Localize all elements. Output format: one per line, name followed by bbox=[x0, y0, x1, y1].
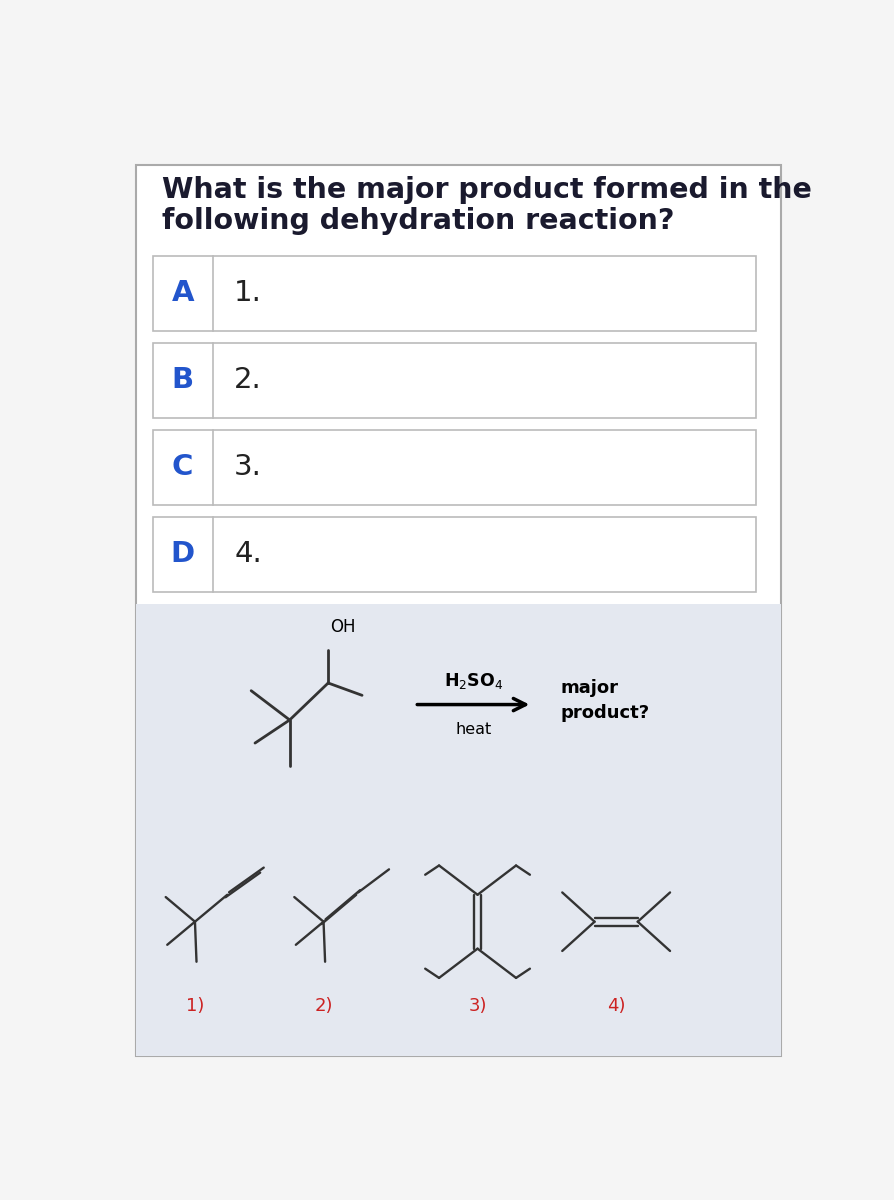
Bar bbox=[153, 517, 755, 592]
Text: D: D bbox=[171, 540, 195, 569]
Bar bbox=[153, 256, 755, 331]
Text: 3.: 3. bbox=[234, 454, 262, 481]
Text: 2): 2) bbox=[314, 997, 333, 1015]
Text: OH: OH bbox=[330, 618, 356, 636]
Text: 1): 1) bbox=[186, 997, 204, 1015]
Text: B: B bbox=[172, 366, 193, 395]
Text: C: C bbox=[172, 454, 193, 481]
Bar bbox=[153, 430, 755, 505]
Text: H$_2$SO$_4$: H$_2$SO$_4$ bbox=[443, 671, 502, 691]
Text: major
product?: major product? bbox=[560, 679, 649, 722]
FancyBboxPatch shape bbox=[136, 164, 780, 1056]
Text: heat: heat bbox=[455, 721, 491, 737]
Text: following dehydration reaction?: following dehydration reaction? bbox=[162, 208, 673, 235]
Text: A: A bbox=[172, 280, 194, 307]
Text: 2.: 2. bbox=[234, 366, 262, 395]
Text: 4.: 4. bbox=[234, 540, 262, 569]
Text: 1.: 1. bbox=[234, 280, 262, 307]
Bar bbox=[153, 343, 755, 418]
Text: 3): 3) bbox=[468, 997, 486, 1015]
Text: What is the major product formed in the: What is the major product formed in the bbox=[162, 176, 811, 204]
Text: 4): 4) bbox=[606, 997, 625, 1015]
Bar bbox=[136, 604, 780, 1056]
